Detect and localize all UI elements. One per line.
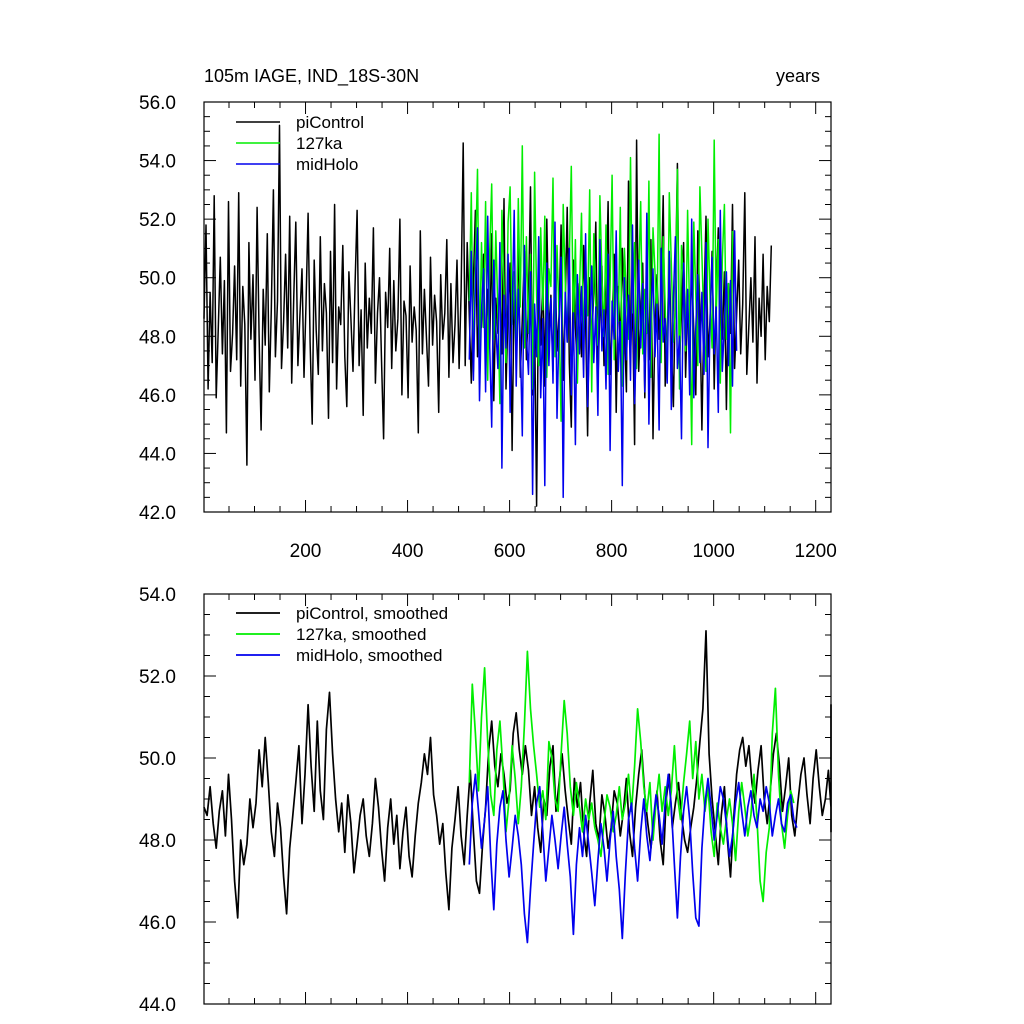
top-chart-panel: 105m IAGE, IND_18S-30N years 42.0 44.0 4… — [139, 66, 837, 562]
top-series-line-midholo — [468, 209, 738, 499]
legend-label: piControl, smoothed — [296, 604, 448, 623]
bottom-y-tick-label: 52.0 — [139, 667, 176, 688]
top-chart-title-left: 105m IAGE, IND_18S-30N — [204, 66, 419, 87]
top-chart-series — [203, 124, 773, 507]
top-y-tick-label: 52.0 — [139, 210, 176, 231]
bottom-chart-legend: piControl, smoothed 127ka, smoothed midH… — [236, 604, 448, 665]
top-x-tick-label: 200 — [290, 541, 322, 562]
top-y-tick-label: 54.0 — [139, 152, 176, 173]
legend-label: midHolo, smoothed — [296, 646, 442, 665]
top-y-tick-label: 46.0 — [139, 386, 176, 407]
top-chart-y-tick-labels: 42.0 44.0 46.0 48.0 50.0 52.0 54.0 56.0 — [139, 93, 176, 524]
top-chart-plot-frame — [203, 101, 832, 513]
top-x-tick-label: 1200 — [795, 541, 837, 562]
top-x-tick-label: 1000 — [693, 541, 735, 562]
top-y-tick-label: 44.0 — [139, 444, 176, 465]
bottom-y-tick-label: 54.0 — [139, 585, 176, 606]
top-x-tick-label: 800 — [596, 541, 628, 562]
bottom-y-tick-label: 48.0 — [139, 831, 176, 852]
top-y-tick-label: 42.0 — [139, 503, 176, 524]
top-x-tick-label: 400 — [392, 541, 424, 562]
top-y-tick-label: 56.0 — [139, 93, 176, 114]
top-chart-x-tick-labels: 200 400 600 800 1000 1200 — [290, 541, 837, 562]
bottom-y-tick-label: 46.0 — [139, 913, 176, 934]
legend-label: piControl — [296, 113, 364, 132]
bottom-chart-plot-frame — [203, 593, 832, 1005]
top-chart-title-right: years — [776, 66, 820, 86]
top-x-tick-label: 600 — [494, 541, 526, 562]
bottom-series-line-picontrol-smoothed — [203, 630, 832, 919]
top-y-tick-label: 50.0 — [139, 269, 176, 290]
bottom-y-tick-label: 44.0 — [139, 995, 176, 1016]
legend-label: 127ka, smoothed — [296, 625, 426, 644]
top-chart-legend: piControl 127ka midHolo — [236, 113, 364, 174]
legend-label: midHolo — [296, 155, 358, 174]
bottom-chart-panel: 44.0 46.0 48.0 50.0 52.0 54.0 piControl,… — [139, 585, 832, 1016]
bottom-series-line-midholo-smoothed — [468, 773, 798, 944]
bottom-y-tick-label: 50.0 — [139, 749, 176, 770]
top-y-tick-label: 48.0 — [139, 327, 176, 348]
bottom-chart-ticks — [204, 593, 831, 1005]
bottom-chart-y-tick-labels: 44.0 46.0 48.0 50.0 52.0 54.0 — [139, 585, 176, 1016]
legend-label: 127ka — [296, 134, 343, 153]
bottom-series-line-127ka-smoothed — [468, 650, 795, 903]
bottom-chart-series — [203, 630, 832, 944]
